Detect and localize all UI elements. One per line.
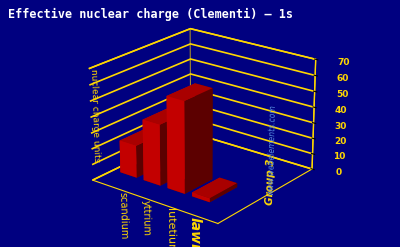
Text: Effective nuclear charge (Clementi) – 1s: Effective nuclear charge (Clementi) – 1s: [8, 7, 293, 21]
